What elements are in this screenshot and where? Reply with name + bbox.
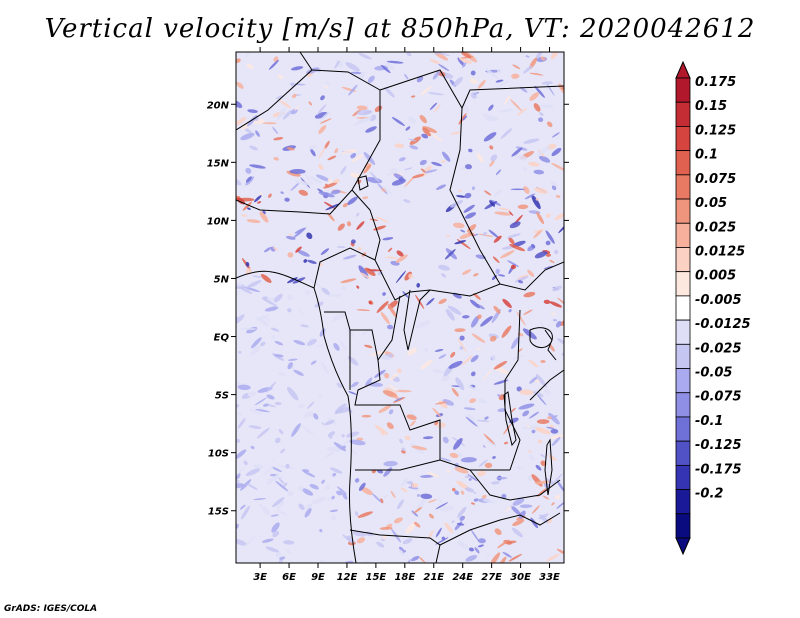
lat-tick-label: 10N xyxy=(207,216,230,227)
colorbar-swatch xyxy=(675,440,691,466)
lat-tick-label: 15N xyxy=(207,158,230,169)
velocity-field xyxy=(236,52,564,563)
border-line xyxy=(236,52,313,131)
colorbar-label: -0.05 xyxy=(695,366,732,381)
border-line xyxy=(236,189,353,215)
colorbar-label: -0.175 xyxy=(695,462,742,477)
colorbar-label: 0.025 xyxy=(695,220,736,235)
colorbar-label: -0.025 xyxy=(695,341,742,356)
border-line xyxy=(349,512,561,546)
border-line xyxy=(529,369,564,401)
lat-tick-label: 5S xyxy=(215,391,229,402)
lat-tick-label: EQ xyxy=(214,333,230,344)
border-line xyxy=(403,289,431,351)
colorbar-swatch xyxy=(675,198,691,224)
colorbar-label: 0.075 xyxy=(695,172,736,187)
colorbar-swatch xyxy=(675,368,691,394)
lon-tick-label: 12E xyxy=(337,572,358,583)
axis-ticks: 3E 6E 9E 12E 15E 18E 21E 24E 27E 30E 33E 20N 15N 10N 5… xyxy=(207,47,569,583)
colorbar-swatch xyxy=(675,392,691,418)
lon-tick-label: 18E xyxy=(394,572,415,583)
country-borders xyxy=(236,52,564,563)
lat-tick-label: 15S xyxy=(208,507,229,518)
chart-title: Vertical velocity [m/s] at 850hPa, VT: 2… xyxy=(44,14,756,44)
lat-tick-label: 10S xyxy=(208,449,229,460)
colorbar-swatch xyxy=(675,77,691,103)
lon-tick-label: 21E xyxy=(423,572,444,583)
colorbar-swatch xyxy=(675,416,691,442)
lon-tick-label: 24E xyxy=(452,572,473,583)
border-line xyxy=(461,85,564,109)
colorbar-swatch xyxy=(675,247,691,273)
colorbar-swatch xyxy=(675,150,691,176)
colorbar-label: 0.05 xyxy=(695,196,727,211)
colorbar-label: 0.15 xyxy=(695,99,727,114)
map-frame xyxy=(235,51,565,564)
colorbar-swatch xyxy=(675,319,691,345)
colorbar-label: 0.0125 xyxy=(695,245,745,260)
border-line xyxy=(324,295,401,362)
colorbar-swatch xyxy=(675,271,691,297)
border-line xyxy=(313,247,376,289)
colorbar-swatch xyxy=(675,174,691,200)
colorbar-label: 0.1 xyxy=(695,148,718,163)
border-line xyxy=(379,69,471,231)
border-line xyxy=(504,309,521,471)
colorbar-label: -0.1 xyxy=(695,414,723,429)
border-line xyxy=(544,329,557,361)
colorbar-label: 0.005 xyxy=(695,269,736,284)
colorbar: 0.175 0.15 0.125 0.1 0.075 0.05 0.025 0.0125 0.0… xyxy=(675,60,751,556)
lat-tick-label: 5N xyxy=(214,274,230,285)
footer-credit: GrADS: IGES/COLA xyxy=(4,604,98,614)
lon-tick-label: 30E xyxy=(510,572,531,583)
lake-victoria xyxy=(529,327,553,348)
lake-tanganyika xyxy=(503,391,517,447)
border-line xyxy=(435,544,441,563)
lon-tick-label: 27E xyxy=(481,572,502,583)
colorbar-label: -0.005 xyxy=(695,293,742,308)
colorbar-swatch xyxy=(675,126,691,152)
colorbar-max-arrow xyxy=(675,60,691,79)
border-line xyxy=(354,359,510,471)
border-line xyxy=(469,229,501,285)
lat-tick-label: 20N xyxy=(207,100,230,111)
colorbar-label: -0.2 xyxy=(695,487,723,502)
lon-tick-label: 3E xyxy=(253,572,267,583)
lake-chad xyxy=(357,175,369,191)
colorbar-label: 0.125 xyxy=(695,123,736,138)
lon-tick-label: 6E xyxy=(282,572,296,583)
colorbar-label: -0.075 xyxy=(695,390,742,405)
lon-tick-label: 33E xyxy=(539,572,560,583)
colorbar-label: -0.0125 xyxy=(695,317,751,332)
colorbar-label: -0.125 xyxy=(695,438,742,453)
border-line xyxy=(469,469,561,501)
colorbar-swatch xyxy=(675,295,691,321)
colorbar-swatch xyxy=(675,101,691,127)
colorbar-swatch xyxy=(675,489,691,515)
border-line xyxy=(351,189,564,301)
colorbar-swatch xyxy=(675,464,691,490)
colorbar-min-arrow xyxy=(675,537,691,556)
coastline xyxy=(236,270,357,563)
colorbar-swatch xyxy=(675,343,691,369)
lon-tick-label: 15E xyxy=(366,572,387,583)
lon-tick-label: 9E xyxy=(311,572,325,583)
lake-malawi xyxy=(544,438,553,496)
colorbar-swatch xyxy=(675,222,691,248)
border-line xyxy=(355,459,441,471)
colorbar-label: 0.175 xyxy=(695,75,736,90)
colorbar-swatch xyxy=(675,513,691,539)
